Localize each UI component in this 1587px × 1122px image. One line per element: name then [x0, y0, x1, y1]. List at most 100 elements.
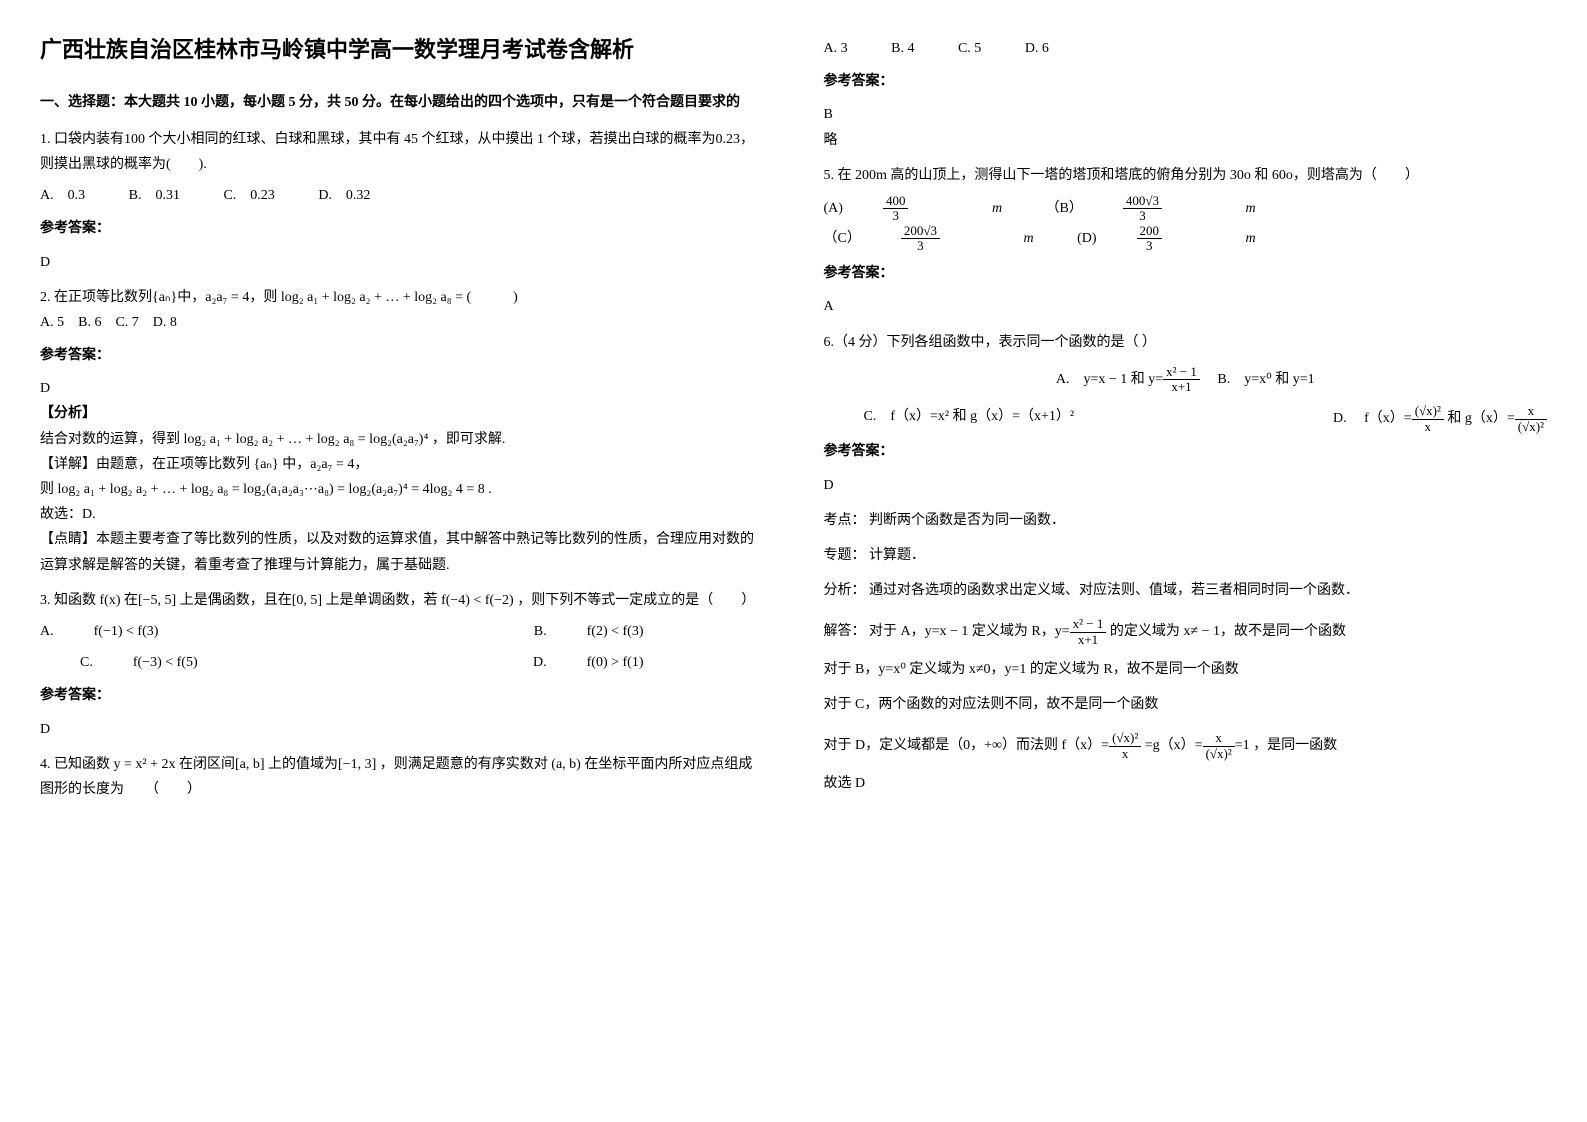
q6-opt-d: D. f（x）=(√x)²x 和 g（x）=x(√x)²: [1333, 404, 1547, 434]
q2-ans: D: [40, 376, 764, 401]
q2-fx-text-a: 结合对数的运算，得到: [40, 432, 184, 447]
q5-ans: A: [824, 294, 1548, 319]
q1-ans-label: 参考答案：: [40, 216, 764, 241]
q5-a-den: 3: [883, 209, 909, 223]
q4-fx: y = x² + 2x: [114, 757, 176, 772]
q2-fx-line: 结合对数的运算，得到 log₂ a₁ + log₂ a₂ + … + log₂ …: [40, 427, 764, 452]
q6-jd-a-lhs: y=: [1055, 624, 1070, 639]
q6-ans: D: [824, 473, 1548, 498]
q6-d-f-lhs: f（x）=: [1364, 411, 1412, 426]
q4-stem-a: 4. 已知函数: [40, 757, 114, 772]
q3-int2: [0, 5]: [292, 593, 322, 608]
q3-ineq: f(−4) < f(−2): [441, 593, 514, 608]
q4-ans-label: 参考答案：: [824, 69, 1548, 94]
q6-kd: 考点： 判断两个函数是否为同一函数．: [824, 508, 1548, 533]
q6-zt: 专题： 计算题．: [824, 543, 1548, 568]
q1-options: A. 0.3 B. 0.31 C. 0.23 D. 0.32: [40, 183, 764, 208]
q4-opt-c: C. 5: [958, 36, 981, 61]
question-4-stem: 4. 已知函数 y = x² + 2x 在闭区间[a, b] 上的值域为[−1,…: [40, 752, 764, 802]
q3-stem-e: ，则下列不等式一定成立的是（ ）: [514, 593, 756, 608]
q4-options: A. 3 B. 4 C. 5 D. 6: [824, 36, 1548, 61]
q6-jd-d-g-den: (√x)²: [1203, 747, 1235, 761]
q2-line-eq-main: log₂ a₁ + log₂ a₂ + … + log₂ a₈ = log₂(a…: [58, 482, 485, 497]
q6-gx: 故选 D: [824, 771, 1548, 796]
q5-b-frac: 400√33: [1123, 194, 1202, 224]
q3-a-eq: f(−1) < f(3): [94, 619, 159, 644]
q1-stem-a: 1. 口袋内装有: [40, 132, 124, 147]
q5-d-frac: 2003: [1137, 224, 1203, 254]
q3-opt-b: B. f(2) < f(3): [534, 619, 684, 644]
q3-opt-d: D. f(0) > f(1): [533, 650, 684, 675]
q2-line-eq: 则 log₂ a₁ + log₂ a₂ + … + log₂ a₈ = log₂…: [40, 477, 764, 502]
q6-a-lhs: y=: [1148, 372, 1163, 387]
q6-jd-d-g-frac: x(√x)²: [1203, 731, 1235, 761]
q2-xj-set: {aₙ}: [254, 457, 279, 472]
left-column: 广西壮族自治区桂林市马岭镇中学高一数学理月考试卷含解析 一、选择题：本大题共 1…: [40, 30, 764, 812]
q5-ans-label: 参考答案：: [824, 261, 1548, 286]
q6-d-g-frac: x(√x)²: [1515, 404, 1547, 434]
q5-c-frac: 200√33: [901, 224, 980, 254]
q2-fx-tag: 【分析】: [40, 401, 764, 426]
q4-opt-b: B. 4: [891, 36, 914, 61]
q6-d-f-frac: (√x)²x: [1412, 404, 1444, 434]
q4-stem-b: 在闭区间: [176, 757, 236, 772]
q4-opt-d: D. 6: [1025, 36, 1049, 61]
q4-rng: [−1, 3]: [338, 757, 376, 772]
q6-jd-a: 解答： 对于 A，y=x − 1 定义域为 R，y=x² − 1x+1 的定义域…: [824, 617, 1548, 647]
q6-jd-a-den: x+1: [1070, 633, 1107, 647]
q6-d-g-lhs: g（x）=: [1465, 411, 1515, 426]
q6-jd-d-g-num: x: [1203, 731, 1235, 746]
q5-stem: 5. 在 200m 高的山顶上，测得山下一塔的塔顶和塔底的俯角分别为 30o 和…: [824, 163, 1548, 188]
q1-n1: 1: [537, 132, 544, 147]
q6-d-g-num: x: [1515, 404, 1547, 419]
q6-a-num: x² − 1: [1163, 365, 1200, 380]
q3-stem-d: 上是单调函数，若: [322, 593, 441, 608]
right-column: A. 3 B. 4 C. 5 D. 6 参考答案： B 略 5. 在 200m …: [824, 30, 1548, 812]
q5-a-num: 400: [883, 194, 909, 209]
q6-jd-d-f-num: (√x)²: [1109, 731, 1141, 746]
doc-title: 广西壮族自治区桂林市马岭镇中学高一数学理月考试卷含解析: [40, 30, 764, 70]
q6-opt-a: A. y=x − 1 和 y=x² − 1x+1: [1056, 372, 1204, 387]
q6-jd-a-num: x² − 1: [1070, 617, 1107, 632]
q2-ans-label: 参考答案：: [40, 343, 764, 368]
q2-xj-eq1: a₂a₇ = 4: [310, 457, 354, 472]
q2-opts: A. 5 B. 6 C. 7 D. 8: [40, 310, 764, 335]
q4-ans: B: [824, 102, 1548, 127]
q6-stem: 6.（4 分）下列各组函数中，表示同一个函数的是（ ）: [824, 330, 1548, 355]
q3-opt-c: C. f(−3) < f(5): [80, 650, 238, 675]
question-2: 2. 在正项等比数列{aₙ}中，a₂a₇ = 4，则 log₂ a₁ + log…: [40, 285, 764, 578]
q3-ans-label: 参考答案：: [40, 683, 764, 708]
q3-c-eq: f(−3) < f(5): [133, 650, 198, 675]
q6-jd-d-pre: 对于 D，定义域都是（0，+∞）而法则: [824, 738, 1062, 753]
q6-jd-d-f-lhs: f（x）=: [1062, 738, 1110, 753]
q5-b-num: 400√3: [1123, 194, 1162, 209]
q2-eq2: log₂ a₁ + log₂ a₂ + … + log₂ a₈ =: [281, 290, 463, 305]
q3-stem-b: 在: [121, 593, 139, 608]
q6-d-f-num: (√x)²: [1412, 404, 1444, 419]
q4-brief: 略: [824, 128, 1548, 153]
q5-c-pre: （C）: [824, 226, 861, 251]
q6-d-f-den: x: [1412, 420, 1444, 434]
q5-d-suf: m: [1242, 231, 1256, 246]
q5-b-den: 3: [1123, 209, 1162, 223]
q1-stem-d: 个球，若摸出白球的概率为: [544, 132, 716, 147]
q3-stem-a: 3. 知函数: [40, 593, 100, 608]
q6-opt-c: C. f（x）=x² 和 g（x）=（x+1）²: [864, 409, 1075, 424]
q3-d-eq: f(0) > f(1): [587, 650, 644, 675]
q6-jd-d-f-den: x: [1109, 747, 1141, 761]
q4-stem-c: 上的值域为: [265, 757, 339, 772]
q6-jd-d-eq: =1: [1235, 738, 1250, 753]
q2-stem-b: ，则: [249, 290, 281, 305]
q5-opt-b: （B）400√33 m: [1046, 194, 1256, 224]
q5-d-den: 3: [1137, 239, 1163, 253]
q3-options-row2: C. f(−3) < f(5) D. f(0) > f(1): [40, 650, 764, 675]
q3-ans: D: [40, 717, 764, 742]
q5-c-suf: m: [1020, 231, 1034, 246]
q3-stem-c: 上是偶函数，且在: [176, 593, 292, 608]
q4-stem-d: ，则满足题意的有序实数对: [376, 757, 551, 772]
question-3: 3. 知函数 f(x) 在[−5, 5] 上是偶函数，且在[0, 5] 上是单调…: [40, 588, 764, 742]
q1-opt-a: A. 0.3: [40, 183, 85, 208]
q5-b-pre: （B）: [1046, 196, 1083, 221]
q2-dj: 【点睛】本题主要考查了等比数列的性质，以及对数的运算求值，其中解答中熟记等比数列…: [40, 527, 764, 577]
q5-d-pre: (D): [1077, 226, 1096, 251]
